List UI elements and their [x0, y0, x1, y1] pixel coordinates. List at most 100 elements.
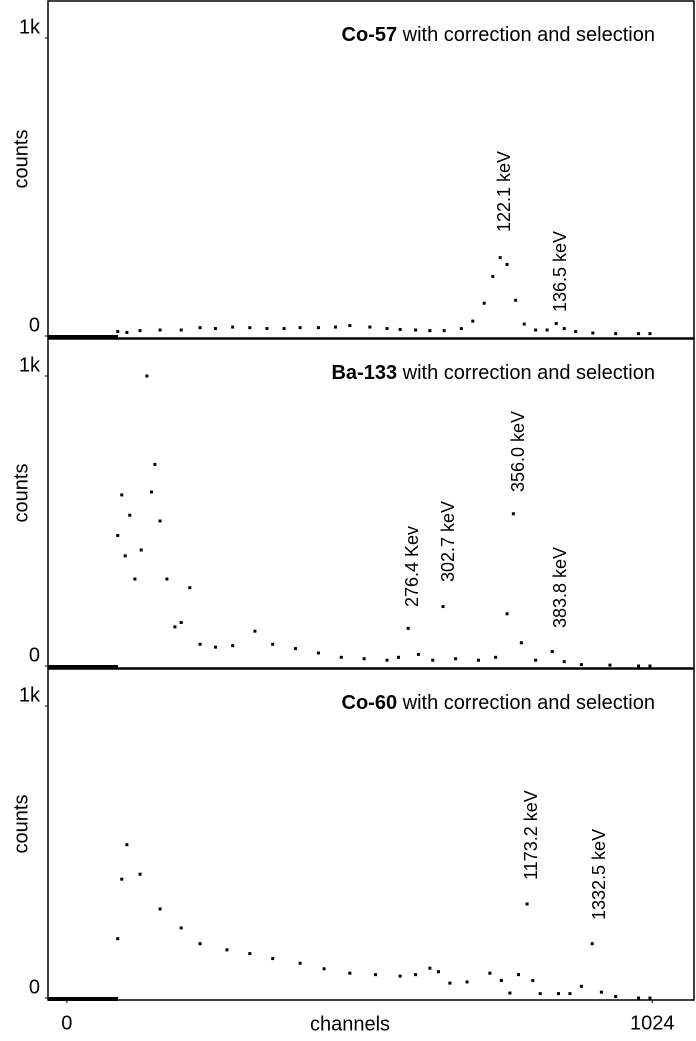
y-axis-label: counts	[10, 130, 32, 189]
data-point	[398, 974, 402, 978]
data-point	[550, 650, 554, 653]
x-tick-label: 1024	[630, 1012, 675, 1034]
title-text: with correction and selection	[402, 362, 655, 384]
data-point	[516, 973, 520, 977]
data-point	[145, 374, 149, 378]
data-point	[149, 490, 153, 494]
y-tick-label: 1k	[19, 684, 41, 706]
data-point	[614, 332, 618, 336]
data-point	[557, 992, 561, 996]
data-point	[138, 872, 142, 876]
data-point	[531, 978, 535, 982]
data-point	[165, 577, 169, 581]
x-tick-label: 0	[61, 1012, 72, 1034]
data-point	[494, 655, 498, 659]
data-point	[491, 274, 495, 278]
data-point	[368, 325, 372, 329]
data-point	[454, 657, 458, 661]
title-source: Co-57	[342, 24, 398, 46]
data-point	[545, 328, 549, 332]
data-point	[614, 995, 618, 999]
data-point	[188, 586, 192, 590]
data-point	[385, 327, 389, 331]
data-point	[158, 328, 162, 332]
data-point	[568, 992, 572, 996]
data-point	[271, 957, 275, 961]
data-point	[608, 663, 612, 667]
data-point	[562, 660, 566, 664]
data-point	[158, 519, 162, 523]
data-point	[579, 663, 583, 667]
data-point	[637, 664, 641, 668]
data-point	[465, 980, 469, 984]
data-point	[522, 322, 526, 326]
data-point	[231, 644, 235, 648]
data-point	[406, 626, 410, 630]
data-point	[179, 328, 183, 332]
data-point	[214, 645, 218, 649]
data-point	[498, 256, 502, 260]
data-point	[173, 625, 177, 629]
data-point	[139, 548, 143, 552]
data-point	[414, 973, 418, 977]
data-point	[554, 321, 558, 325]
data-point	[505, 262, 509, 266]
peak-annotation: 1173.2 keV	[521, 790, 541, 880]
data-point	[198, 942, 202, 946]
x-axis-label: channels	[310, 1013, 390, 1035]
data-point	[385, 658, 389, 662]
data-point	[398, 327, 402, 331]
data-point	[442, 329, 446, 333]
data-point	[334, 325, 338, 329]
data-point	[574, 330, 578, 334]
data-point	[362, 657, 366, 661]
data-point	[599, 990, 603, 994]
data-point	[125, 330, 129, 334]
data-point	[248, 326, 252, 330]
data-point	[482, 301, 486, 305]
data-point	[476, 658, 480, 662]
peak-annotation: 122.1 keV	[494, 151, 514, 232]
y-tick-label: 1k	[19, 354, 41, 376]
data-point	[591, 331, 595, 335]
data-point	[508, 991, 512, 995]
data-point	[648, 664, 652, 668]
y-tick-label: 1k	[19, 16, 41, 38]
data-point	[534, 658, 538, 662]
data-point	[590, 942, 594, 946]
peak-annotation: 302.7 keV	[438, 501, 458, 582]
data-point	[505, 612, 509, 616]
data-point	[579, 984, 583, 988]
data-point	[637, 996, 641, 1000]
data-point	[179, 621, 183, 624]
y-tick-label: 0	[29, 644, 40, 666]
data-point	[158, 907, 162, 911]
data-point	[488, 971, 492, 975]
data-point	[348, 971, 352, 975]
data-point	[198, 326, 202, 330]
data-point	[339, 655, 343, 659]
data-point	[396, 655, 400, 659]
data-point	[153, 462, 157, 466]
y-tick-label: 0	[29, 976, 40, 998]
y-axis-label: counts	[10, 795, 32, 854]
panel-frame	[47, 668, 695, 1001]
y-axis-label: counts	[10, 464, 32, 523]
data-point	[248, 952, 252, 956]
title-text: with correction and selection	[402, 24, 655, 46]
data-point	[133, 577, 137, 581]
data-point	[231, 325, 235, 329]
peak-annotation: 1332.5 keV	[589, 829, 609, 920]
data-point	[428, 329, 432, 333]
data-point	[511, 512, 515, 516]
data-point	[637, 332, 641, 336]
title-text: with correction and selection	[402, 692, 655, 714]
data-point	[448, 981, 452, 985]
data-point	[414, 328, 418, 332]
data-point	[322, 967, 326, 971]
data-point	[499, 978, 503, 982]
data-point	[298, 326, 302, 330]
panel-title: Ba-133 with correction and selection	[331, 362, 655, 384]
panel-frame	[47, 0, 695, 339]
